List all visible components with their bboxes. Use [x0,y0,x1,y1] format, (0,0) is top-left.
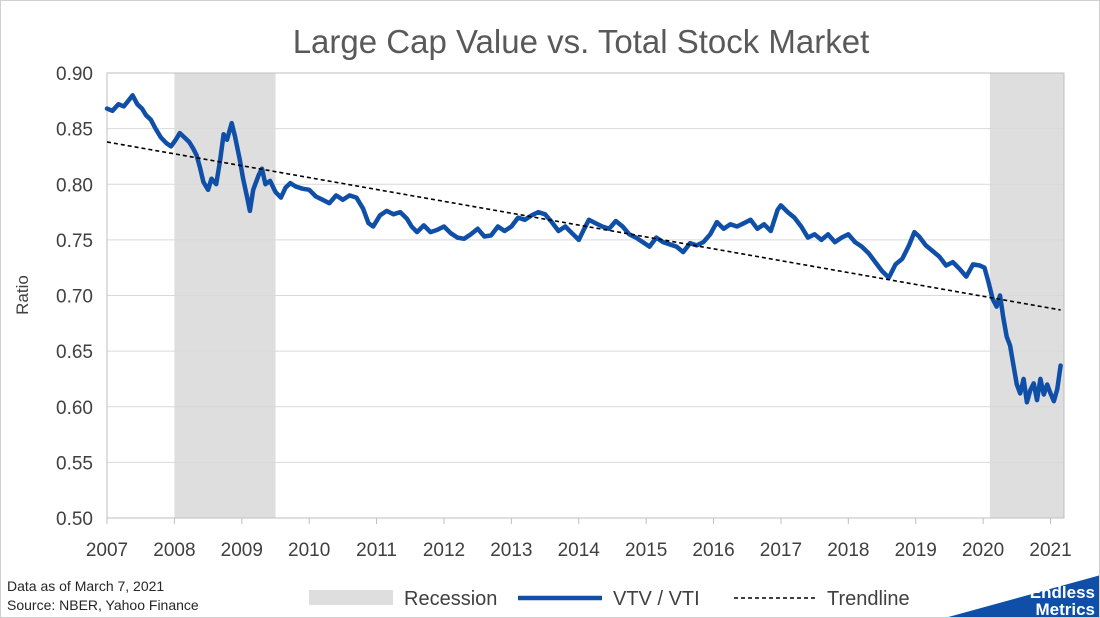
x-tick-label: 2011 [356,540,397,561]
gridlines [106,72,1065,519]
legend: Recession VTV / VTI Trendline [309,588,910,610]
y-tick-label: 0.75 [56,231,93,252]
x-axis-ticks: 2007 2008 2009 2010 2011 2012 2013 2014 2015 2016… [86,518,1072,561]
x-tick-label: 2016 [692,540,734,561]
x-tick-label: 2018 [827,540,869,561]
logo-line-1: Endless [1030,583,1095,602]
x-tick-label: 2008 [153,540,195,561]
legend-recession-label: Recession [404,588,497,610]
y-tick-label: 0.90 [56,64,93,85]
y-axis-label: Ratio [13,275,32,315]
legend-trendline-label: Trendline [827,588,910,610]
y-tick-label: 0.50 [56,509,93,530]
x-tick-label: 2009 [221,540,263,561]
y-axis-ticks: 0.50 0.55 0.60 0.65 0.70 0.75 0.80 0.85 0.90 [56,64,93,530]
x-tick-label: 2021 [1029,540,1071,561]
logo-line-2: Metrics [1035,600,1095,618]
x-tick-label: 2013 [490,540,532,561]
data-date-note: Data as of March 7, 2021 [7,578,165,594]
x-tick-label: 2015 [625,540,667,561]
y-tick-label: 0.55 [56,453,93,474]
x-tick-label: 2007 [86,540,128,561]
y-tick-label: 0.70 [56,287,93,308]
y-tick-label: 0.60 [56,398,93,419]
plot-area-border [106,72,1065,519]
y-tick-label: 0.85 [56,120,93,141]
y-tick-label: 0.80 [56,175,93,196]
series-line-trendline [106,141,1061,311]
endless-metrics-logo: Endless Metrics [948,575,1099,618]
legend-series-label: VTV / VTI [613,588,700,610]
x-tick-label: 2017 [760,540,802,561]
x-tick-label: 2020 [962,540,1004,561]
legend-recession-swatch [309,590,393,605]
y-tick-label: 0.65 [56,342,93,363]
series-group [104,93,1063,405]
x-tick-label: 2019 [895,540,937,561]
series-line-vtv-vti [104,93,1063,405]
source-note: Source: NBER, Yahoo Finance [7,597,199,613]
x-tick-label: 2012 [423,540,465,561]
x-tick-label: 2010 [288,540,330,561]
chart-title: Large Cap Value vs. Total Stock Market [293,23,870,60]
x-tick-label: 2014 [558,540,601,561]
